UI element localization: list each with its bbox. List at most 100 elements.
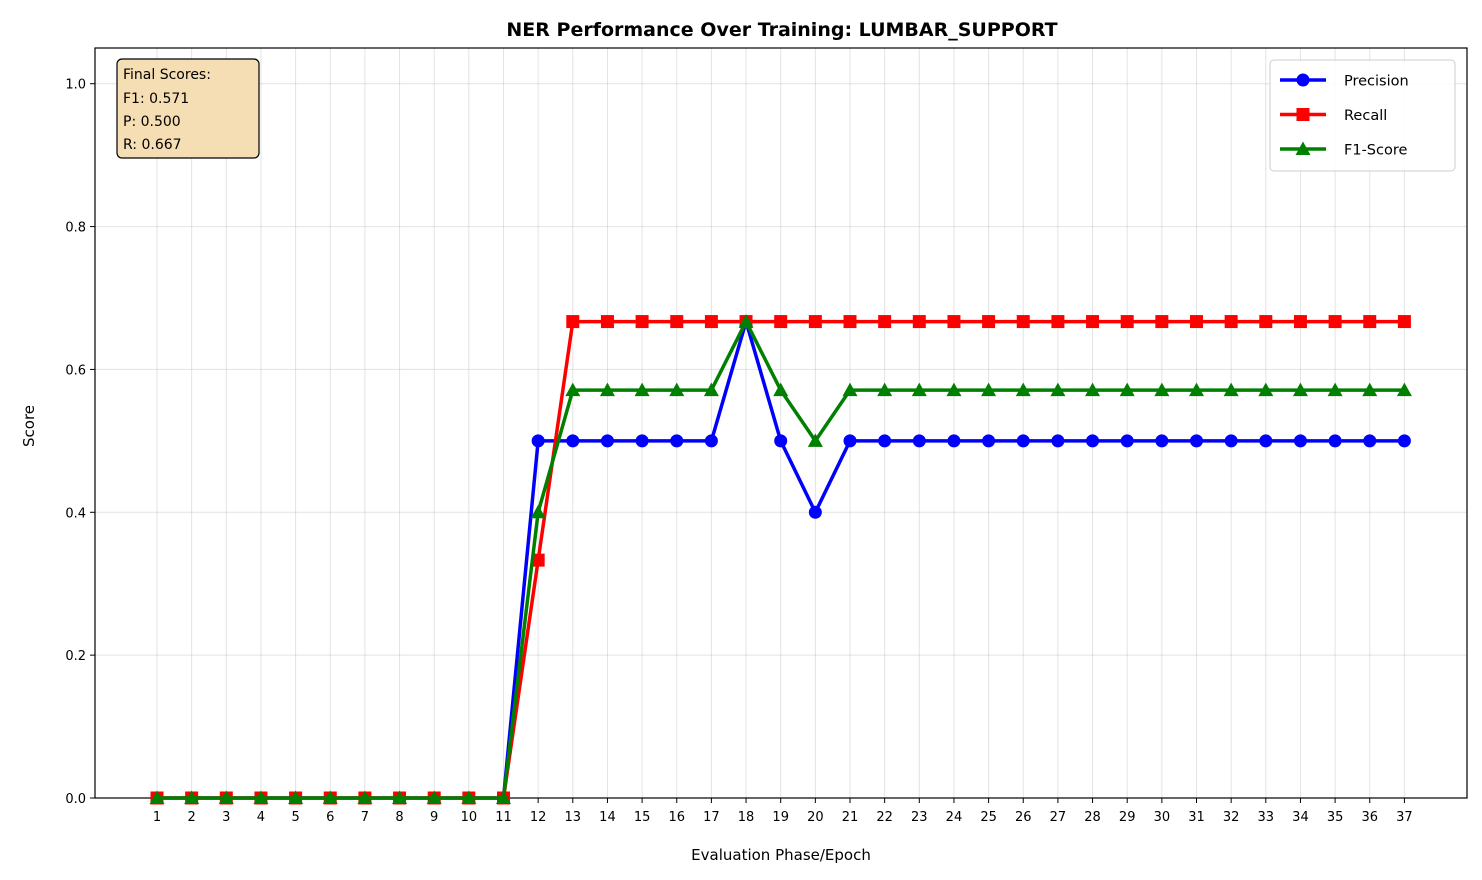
recall-point (1363, 315, 1377, 329)
precision-point (1293, 434, 1307, 448)
legend-label: F1-Score (1344, 143, 1407, 159)
f1-score-point (703, 382, 719, 397)
recall-point (982, 315, 996, 329)
precision-point (1363, 434, 1377, 448)
x-tick-label: 4 (257, 810, 265, 825)
recall-point (566, 315, 580, 329)
precision-point (670, 434, 684, 448)
x-tick-label: 28 (1084, 810, 1101, 825)
legend-marker (1296, 73, 1310, 87)
recall-point (600, 315, 614, 329)
x-tick-label: 9 (430, 810, 438, 825)
recall-point (1051, 315, 1065, 329)
recall-point (843, 315, 857, 329)
x-tick-label: 30 (1154, 810, 1171, 825)
x-tick-label: 35 (1327, 810, 1344, 825)
f1-score-point (599, 382, 615, 397)
precision-point (1190, 434, 1203, 448)
f1-score-point (218, 790, 234, 804)
f1-score-point (322, 790, 338, 804)
x-tick-label: 37 (1396, 810, 1413, 825)
precision-point (1051, 434, 1065, 448)
f1-score-point (1154, 382, 1170, 397)
x-tick-label: 21 (842, 810, 859, 825)
f1-score-point (1223, 382, 1239, 397)
f1-score-point (911, 382, 927, 397)
f1-score-point (807, 433, 823, 447)
y-axis: 0.0 0.2 0.4 0.6 0.8 1.0 (65, 78, 95, 807)
f1-score-point (461, 790, 477, 804)
x-tick-label: 16 (668, 810, 685, 825)
final-scores-f1: F1: 0.571 (123, 91, 189, 107)
final-scores-box-background (116, 58, 260, 159)
x-tick-label: 33 (1258, 810, 1275, 825)
recall-point (1086, 315, 1100, 329)
f1-score-point (773, 382, 789, 397)
precision-point (843, 434, 857, 448)
y-tick-label: 0.2 (65, 649, 86, 664)
f1-score-point (669, 382, 685, 397)
x-tick-label: 17 (703, 810, 720, 825)
series-layer (149, 314, 1412, 805)
f1-score-point (634, 382, 650, 397)
x-tick-label: 34 (1292, 810, 1309, 825)
recall-point (808, 315, 822, 329)
final-scores-heading: Final Scores: (123, 67, 211, 83)
f1-score-point (1050, 382, 1066, 397)
legend-frame (1269, 59, 1456, 172)
legend-item-precision: Precision (1280, 73, 1409, 90)
x-tick-label: 8 (395, 810, 403, 825)
f1-score-point (357, 790, 373, 804)
precision-point (1259, 434, 1273, 448)
f1-score-point (426, 790, 442, 804)
x-tick-label: 2 (188, 810, 196, 825)
f1-score-point (288, 790, 304, 804)
precision-point (566, 434, 580, 448)
x-tick-label: 29 (1119, 810, 1136, 825)
recall-point (1293, 315, 1307, 329)
f1-score-point (946, 382, 962, 397)
x-tick-label: 27 (1050, 810, 1067, 825)
precision-point (1016, 434, 1030, 448)
final-scores-box: Final Scores: F1: 0.571 P: 0.500 R: 0.66… (116, 58, 260, 159)
x-tick-label: 12 (530, 810, 547, 825)
recall-point (1016, 315, 1030, 329)
x-tick-label: 10 (461, 810, 478, 825)
legend-item-f1-score: F1-Score (1280, 141, 1407, 159)
f1-score-point (981, 382, 997, 397)
x-tick-label: 1 (153, 810, 161, 825)
f1-score-point (1292, 382, 1308, 397)
final-scores-recall: R: 0.667 (123, 137, 182, 153)
x-tick-label: 13 (565, 810, 582, 825)
recall-point (1190, 315, 1203, 329)
precision-point (600, 434, 614, 448)
precision-point (1328, 434, 1342, 448)
f1-score-point (1119, 382, 1135, 397)
x-tick-label: 19 (772, 810, 789, 825)
x-tick-label: 6 (326, 810, 334, 825)
f1-score-point (149, 790, 165, 804)
y-tick-label: 0.4 (65, 506, 86, 521)
recall-point (704, 315, 718, 329)
recall-point (947, 315, 961, 329)
recall-point (670, 315, 684, 329)
legend-label: Recall (1344, 108, 1387, 124)
x-tick-label: 23 (911, 810, 928, 825)
y-tick-label: 0.0 (65, 792, 86, 807)
y-axis-label: Score (20, 405, 38, 447)
f1-score-point (842, 382, 858, 397)
precision-point (912, 434, 926, 448)
legend-label: Precision (1344, 74, 1409, 90)
f1-score-point (1396, 382, 1412, 397)
recall-point (1120, 315, 1134, 329)
series-f1-score (149, 314, 1412, 804)
grid-lines (95, 48, 1467, 799)
f1-score-point (253, 790, 269, 804)
x-axis-label: Evaluation Phase/Epoch (691, 846, 871, 864)
f1-score-point (877, 382, 893, 397)
y-tick-label: 1.0 (65, 78, 86, 93)
x-tick-label: 22 (876, 810, 893, 825)
precision-point (982, 434, 996, 448)
legend: Precision Recall F1-Score (1269, 59, 1456, 172)
precision-point (1397, 434, 1411, 448)
